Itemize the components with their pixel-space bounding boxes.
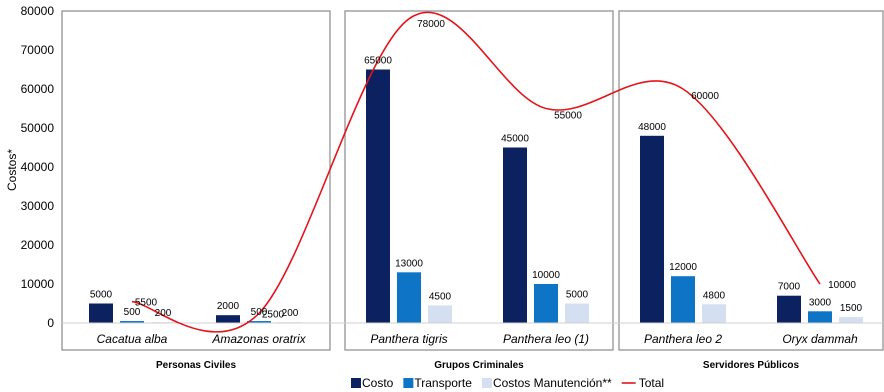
bar-data-label: 13000 — [395, 258, 423, 269]
category-label: Panthera tigris — [370, 332, 447, 346]
legend-item: Transporte — [403, 376, 472, 390]
bar-data-label: 5000 — [566, 290, 589, 301]
y-axis: 0 10000 20000 30000 40000 50000 60000 70000 8000… — [21, 4, 55, 330]
y-tick-label: 10000 — [21, 277, 55, 291]
group-frame-1 — [61, 10, 331, 351]
bar-data-label: 4800 — [703, 290, 726, 301]
y-tick-label: 30000 — [21, 199, 55, 213]
bar — [397, 272, 421, 323]
data-labels: 5000 500 200 2000 500 200 65000 13000 4500 45000 1… — [90, 19, 863, 320]
category-label: Panthera leo 2 — [644, 332, 722, 346]
y-tick-label: 70000 — [21, 43, 55, 57]
bar — [366, 69, 390, 323]
total-data-label: 10000 — [828, 280, 856, 291]
bar — [503, 147, 527, 323]
bar — [534, 284, 558, 323]
y-tick-label: 80000 — [21, 4, 55, 18]
total-line — [131, 11, 821, 333]
bar-data-label: 500 — [251, 307, 268, 318]
group-labels: Personas Civiles Grupos Criminales Servido… — [156, 360, 800, 371]
bar-data-label: 200 — [282, 308, 299, 319]
legend-swatch — [403, 378, 414, 388]
y-tick-label: 40000 — [21, 160, 55, 174]
y-tick-label: 50000 — [21, 121, 55, 135]
total-data-label: 60000 — [691, 91, 719, 102]
bar-data-label: 1500 — [840, 303, 863, 314]
legend-item: Costos Manutención** — [481, 376, 612, 390]
total-data-label: 55000 — [554, 111, 582, 122]
legend-label: Costos Manutención** — [493, 376, 612, 390]
category-label: Panthera leo (1) — [503, 332, 589, 346]
bar-data-label: 2000 — [217, 301, 240, 312]
bar — [777, 295, 801, 323]
bar — [565, 303, 589, 323]
bar-data-label: 500 — [124, 307, 141, 318]
legend-swatch — [351, 378, 361, 388]
bar — [216, 315, 240, 323]
total-data-label: 5500 — [135, 298, 158, 309]
bar-data-label: 7000 — [778, 282, 801, 293]
category-label: Amazonas oratrix — [211, 332, 306, 346]
group-label: Grupos Criminales — [434, 360, 524, 371]
group-frame-3 — [618, 10, 884, 351]
legend: Costo Transporte Costos Manutención** Total — [351, 376, 664, 390]
bar — [428, 305, 452, 323]
category-label: Oryx dammah — [782, 332, 858, 346]
group-label: Servidores Públicos — [703, 360, 800, 371]
category-labels: Cacatua alba Amazonas oratrix Panthera tig… — [97, 332, 858, 346]
bar-data-label: 5000 — [90, 290, 113, 301]
legend-swatch — [481, 378, 492, 388]
total-line-path — [131, 11, 821, 333]
bars — [62, 69, 883, 324]
bar-data-label: 200 — [155, 308, 172, 319]
bar-data-label: 65000 — [364, 56, 392, 67]
bar-data-label: 10000 — [532, 270, 560, 281]
bar — [640, 135, 664, 323]
y-tick-label: 60000 — [21, 82, 55, 96]
legend-label: Costo — [362, 376, 394, 390]
bar — [808, 311, 832, 323]
category-label: Cacatua alba — [97, 332, 168, 346]
bar — [702, 304, 726, 323]
group-frame-2 — [344, 10, 614, 351]
bar — [671, 276, 695, 323]
legend-item: Costo — [351, 376, 394, 390]
bar — [247, 321, 271, 323]
legend-label: Total — [639, 376, 664, 390]
y-tick-label: 0 — [47, 316, 54, 330]
y-tick-label: 20000 — [21, 238, 55, 252]
group-label: Personas Civiles — [156, 360, 236, 371]
total-data-label: 78000 — [417, 19, 445, 30]
bar — [839, 317, 863, 323]
y-axis-title: Costos* — [5, 149, 19, 191]
total-data-label: 2500 — [262, 309, 285, 320]
bar-data-label: 45000 — [501, 134, 529, 145]
bar-data-label: 48000 — [638, 122, 666, 133]
legend-item: Total — [621, 376, 664, 390]
bar-data-label: 4500 — [429, 291, 452, 302]
bar — [89, 303, 113, 323]
bar-data-label: 3000 — [809, 297, 832, 308]
legend-label: Transporte — [414, 376, 472, 390]
bar-data-label: 12000 — [669, 262, 697, 273]
group-frames — [61, 10, 884, 351]
bar — [120, 321, 144, 323]
